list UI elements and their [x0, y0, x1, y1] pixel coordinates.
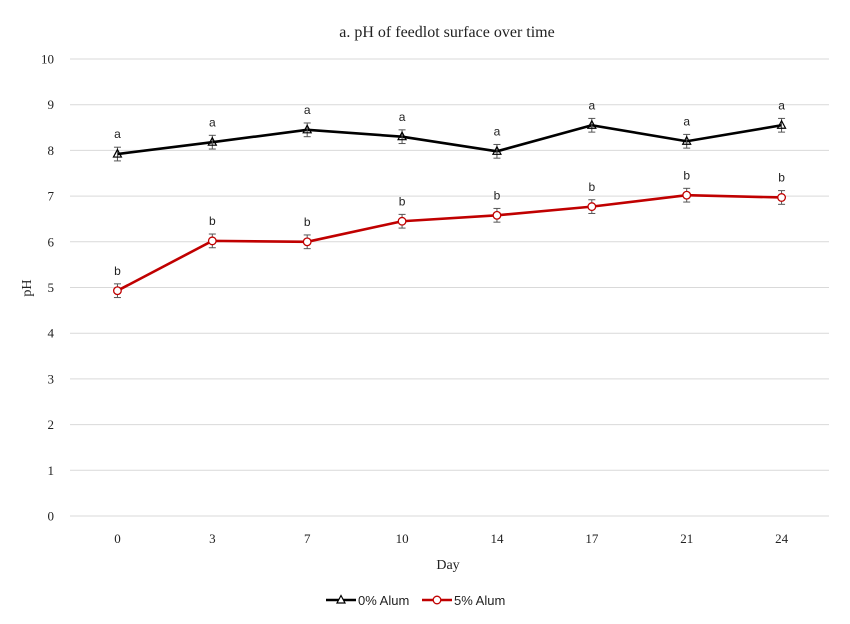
data-point — [777, 193, 787, 202]
significance-letter: b — [494, 188, 501, 202]
y-axis-label: pH — [20, 279, 35, 296]
y-tick-label: 7 — [48, 189, 55, 204]
y-tick-label: 3 — [48, 371, 55, 386]
x-tick-label: 3 — [209, 531, 216, 546]
significance-letter: a — [683, 114, 690, 128]
significance-letter: a — [209, 115, 216, 129]
series-line — [116, 193, 782, 292]
significance-letter: b — [778, 171, 785, 185]
data-point — [586, 119, 597, 129]
legend-marker — [336, 594, 346, 604]
data-point — [776, 119, 787, 129]
significance-letter: b — [209, 214, 216, 228]
data-point — [112, 286, 122, 296]
significance-letter: a — [494, 124, 501, 138]
x-axis-label: Day — [436, 558, 459, 573]
legend-label: 0% Alum — [358, 593, 409, 608]
y-tick-label: 9 — [48, 97, 55, 112]
x-tick-label: 21 — [680, 531, 693, 546]
legend-label: 5% Alum — [454, 593, 505, 608]
legend-item: 0% Alum — [326, 593, 409, 608]
significance-letter: a — [304, 103, 311, 117]
data-point — [302, 124, 313, 134]
legend: 0% Alum 5% Alum — [326, 593, 505, 608]
significance-letter: a — [588, 98, 595, 112]
x-tick-label: 0 — [114, 531, 121, 546]
series-line — [117, 123, 782, 156]
y-tick-label: 5 — [48, 280, 55, 295]
data-point — [302, 237, 312, 247]
data-point — [397, 130, 408, 141]
x-tick-label: 7 — [304, 531, 311, 546]
data-point — [207, 136, 218, 146]
data-point — [682, 190, 692, 200]
data-point — [112, 148, 123, 158]
significance-letter: b — [399, 194, 406, 208]
y-tick-label: 1 — [48, 463, 55, 478]
data-point — [492, 210, 502, 220]
y-tick-label: 0 — [48, 509, 55, 524]
significance-letter: b — [304, 215, 311, 229]
significance-letter: a — [778, 98, 785, 112]
x-tick-label: 24 — [775, 531, 789, 546]
significance-letter: a — [114, 127, 121, 141]
y-tick-label: 6 — [48, 234, 55, 249]
x-tick-label: 14 — [490, 531, 504, 546]
series-0: a a a a a a a a — [112, 98, 787, 162]
significance-letter: a — [399, 110, 406, 124]
y-tick-label: 10 — [41, 52, 54, 67]
x-tick-label: 10 — [396, 531, 409, 546]
significance-letter: b — [683, 168, 690, 182]
data-point — [587, 202, 597, 212]
series-1: b b b b b b b b — [112, 168, 787, 299]
data-point — [681, 135, 692, 145]
x-tick-label: 17 — [585, 531, 599, 546]
y-axis-ticks: 0 1 2 3 4 5 6 7 8 9 10 — [41, 52, 55, 524]
series-layer: a a a a a a a a b b b b b b b b — [112, 98, 787, 299]
gridlines — [70, 58, 829, 517]
legend-marker — [432, 595, 442, 605]
significance-letter: b — [588, 180, 595, 194]
y-tick-label: 4 — [48, 326, 55, 341]
legend-item: 5% Alum — [422, 593, 505, 608]
x-axis-ticks: 0 3 7 10 14 17 21 24 — [114, 531, 788, 546]
y-tick-label: 8 — [48, 143, 55, 158]
significance-letter: b — [114, 264, 121, 278]
data-point — [207, 236, 217, 246]
data-point — [491, 145, 502, 155]
data-point — [397, 216, 407, 226]
y-tick-label: 2 — [48, 417, 55, 432]
chart-title: a. pH of feedlot surface over time — [339, 24, 554, 41]
